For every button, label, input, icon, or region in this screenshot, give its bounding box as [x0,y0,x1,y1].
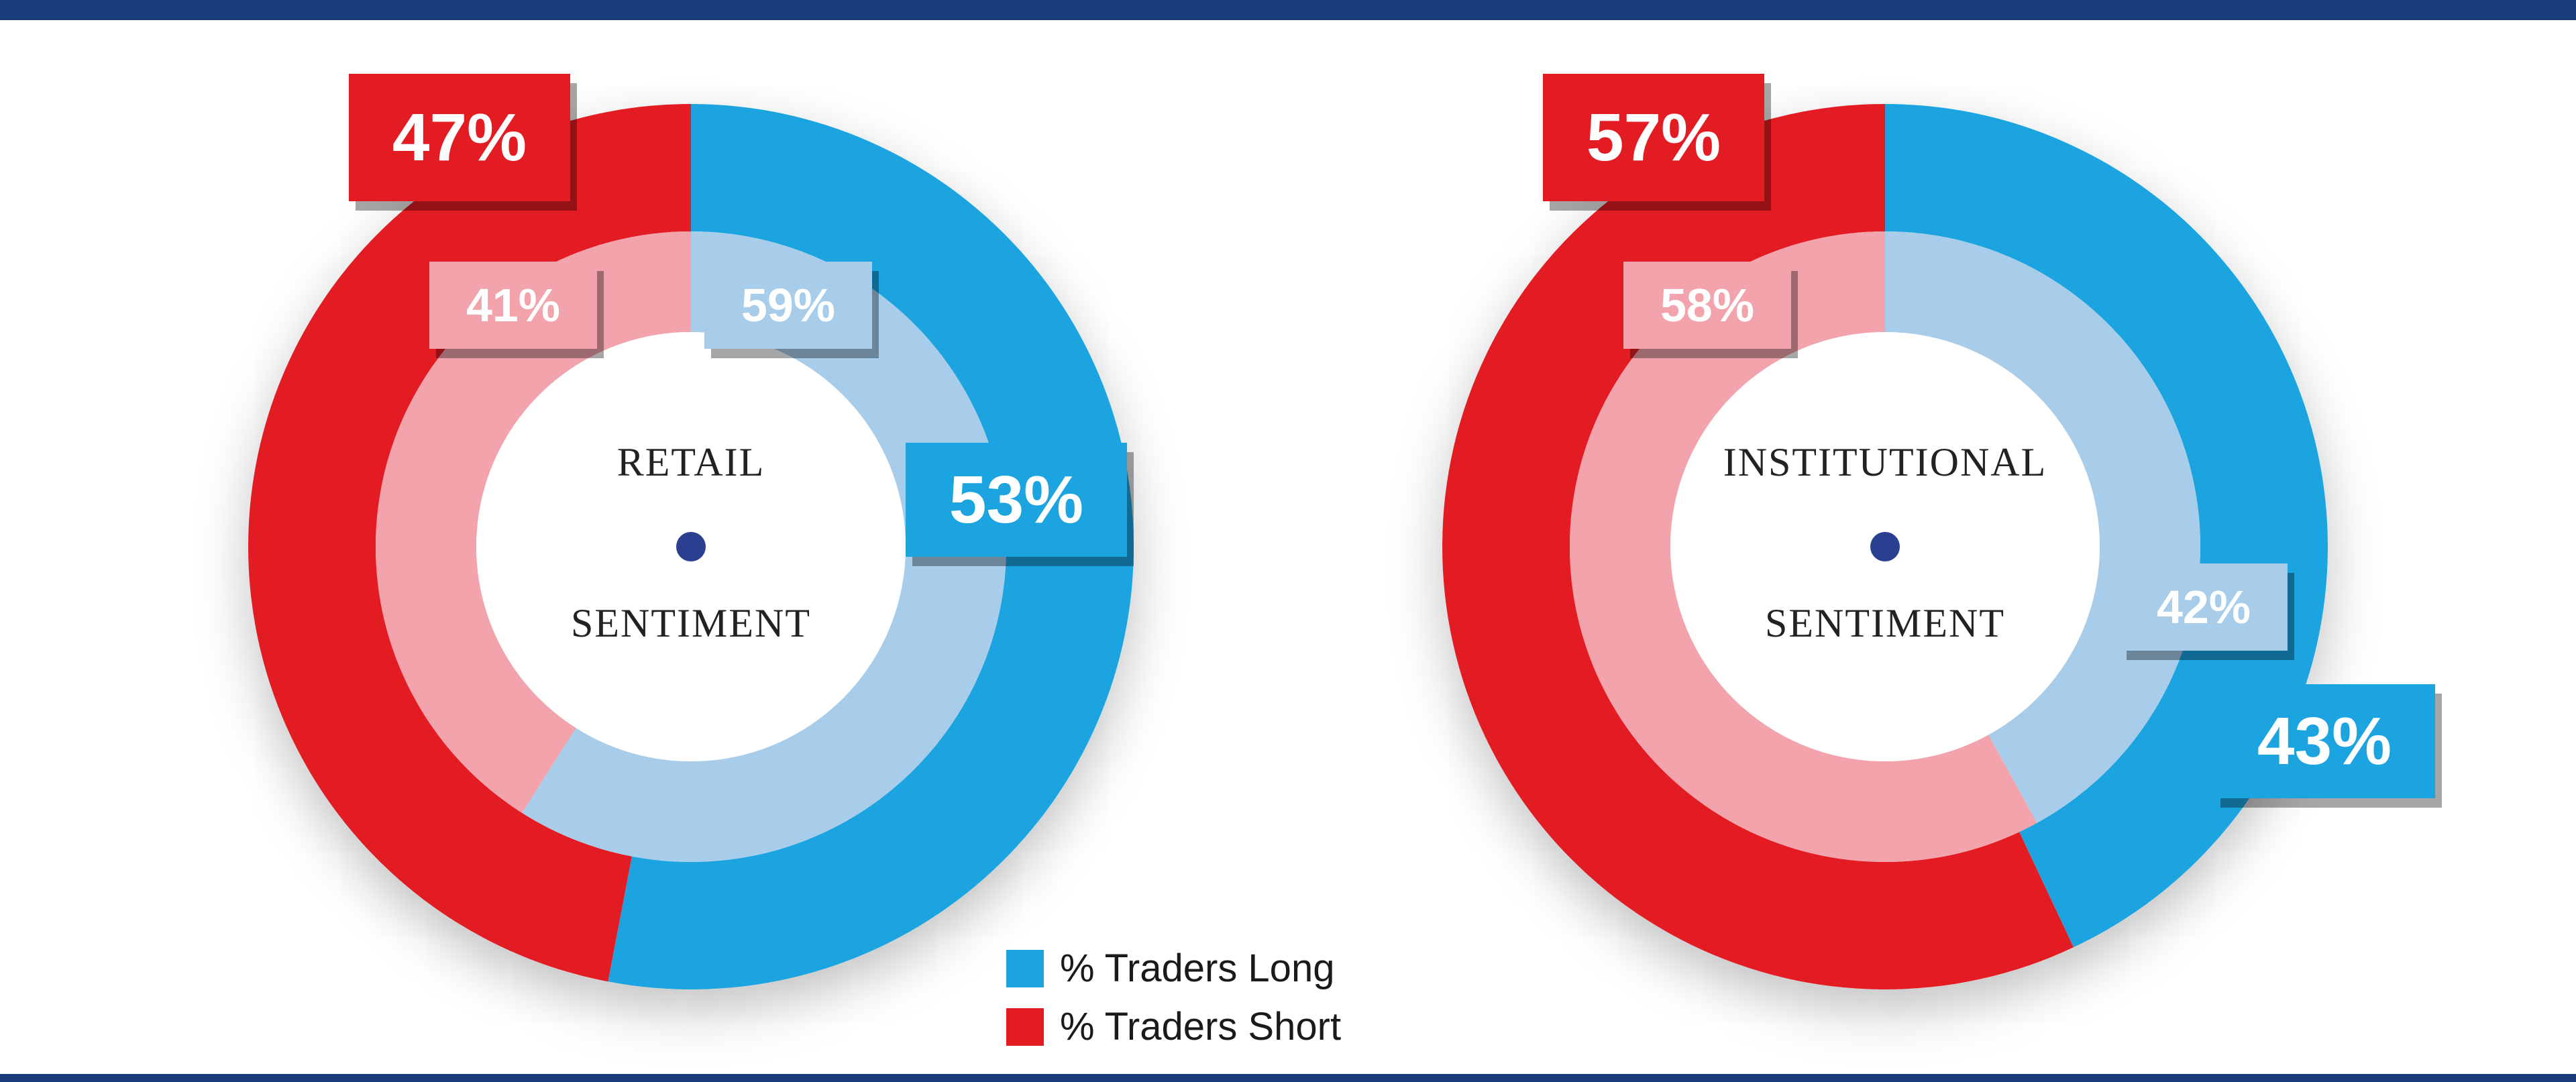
badge-institutional-inner_short: 58% [1623,262,1791,349]
chart-stage: RETAILSENTIMENT47%53%41%59%INSTITUTIONAL… [0,0,2576,1082]
legend-label: % Traders Short [1060,1004,1341,1049]
center-title-line1: INSTITUTIONAL [1617,439,2153,486]
legend-swatch [1006,1008,1044,1046]
center-dot [1870,532,1900,561]
donut-institutional: INSTITUTIONAL SENTIMENT 57% 43% 58% 42% [0,0,2576,1082]
badge-institutional-outer_long: 43% [2214,684,2435,798]
legend: % Traders Long % Traders Short [1006,946,1341,1049]
badge-institutional-outer_short: 57% [1543,74,1764,201]
donut-svg-institutional [0,0,2576,1082]
legend-label: % Traders Long [1060,946,1334,991]
legend-row: % Traders Short [1006,1004,1341,1049]
legend-swatch [1006,950,1044,987]
badge-institutional-inner_long: 42% [2120,563,2288,651]
legend-row: % Traders Long [1006,946,1341,991]
center-title-line2: SENTIMENT [1617,600,2153,647]
